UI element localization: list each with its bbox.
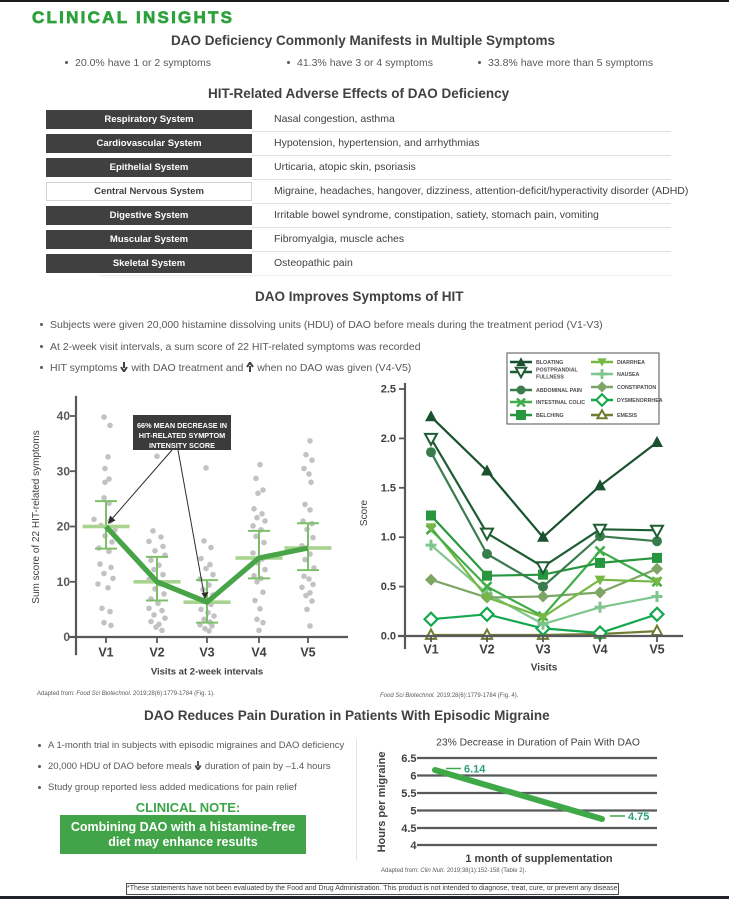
svg-text:POSTPRANDIAL: POSTPRANDIAL [536,368,579,374]
svg-text:10: 10 [57,575,71,589]
svg-text:23% Decrease in Duration of Pa: 23% Decrease in Duration of Pain With DA… [436,738,640,749]
svg-text:20: 20 [57,520,71,534]
svg-text:EMESIS: EMESIS [617,413,637,419]
svg-text:NAUSEA: NAUSEA [617,372,640,378]
svg-text:V3: V3 [199,646,214,660]
svg-text:HIT-RELATED SYMPTOM: HIT-RELATED SYMPTOM [139,431,225,440]
svg-text:2.5: 2.5 [381,384,396,396]
svg-text:Sum score of 22 HIT-related sy: Sum score of 22 HIT-related symptoms [31,430,42,603]
svg-text:1.0: 1.0 [381,532,396,544]
svg-text:BLOATING: BLOATING [536,360,563,366]
svg-text:FULLNESS: FULLNESS [536,375,564,381]
svg-text:V3: V3 [535,643,550,657]
svg-text:5.5: 5.5 [401,788,416,800]
svg-text:1.5: 1.5 [381,482,396,494]
svg-text:BELCHING: BELCHING [536,413,564,419]
svg-text:V2: V2 [149,646,164,660]
svg-text:30: 30 [57,464,71,478]
svg-text:Score: Score [359,500,370,527]
svg-text:V2: V2 [479,643,494,657]
svg-text:CONSTIPATION: CONSTIPATION [617,385,656,391]
svg-text:4.5: 4.5 [401,823,416,835]
svg-text:4.75: 4.75 [628,811,649,823]
svg-text:V1: V1 [423,643,438,657]
svg-text:DYSMENORRHEA: DYSMENORRHEA [617,398,663,404]
svg-text:Visits at 2-week intervals: Visits at 2-week intervals [151,667,263,678]
svg-text:INTESTINAL COLIC: INTESTINAL COLIC [536,400,585,406]
svg-text:INTENSITY SCORE: INTENSITY SCORE [149,441,215,450]
svg-text:1 month of supplementation: 1 month of supplementation [465,853,613,865]
svg-text:40: 40 [57,409,71,423]
svg-text:Hours per migraine: Hours per migraine [376,752,388,853]
svg-text:V1: V1 [98,646,113,660]
svg-text:V5: V5 [649,643,664,657]
svg-text:66% MEAN DECREASE IN: 66% MEAN DECREASE IN [137,421,227,430]
svg-text:V5: V5 [300,646,315,660]
svg-text:Visits: Visits [531,663,558,674]
svg-text:DIARRHEA: DIARRHEA [617,360,645,366]
svg-text:6: 6 [410,770,416,782]
svg-text:V4: V4 [592,643,607,657]
svg-text:ABDOMINAL PAIN: ABDOMINAL PAIN [536,388,582,394]
svg-text:0: 0 [63,630,70,644]
svg-text:6.14: 6.14 [464,764,486,776]
svg-text:V4: V4 [251,646,266,660]
svg-text:5: 5 [410,805,416,817]
svg-text:6.5: 6.5 [401,753,416,765]
svg-text:0.5: 0.5 [381,581,396,593]
svg-text:4: 4 [410,840,417,852]
svg-text:2.0: 2.0 [381,433,396,445]
svg-text:0.0: 0.0 [381,631,396,643]
